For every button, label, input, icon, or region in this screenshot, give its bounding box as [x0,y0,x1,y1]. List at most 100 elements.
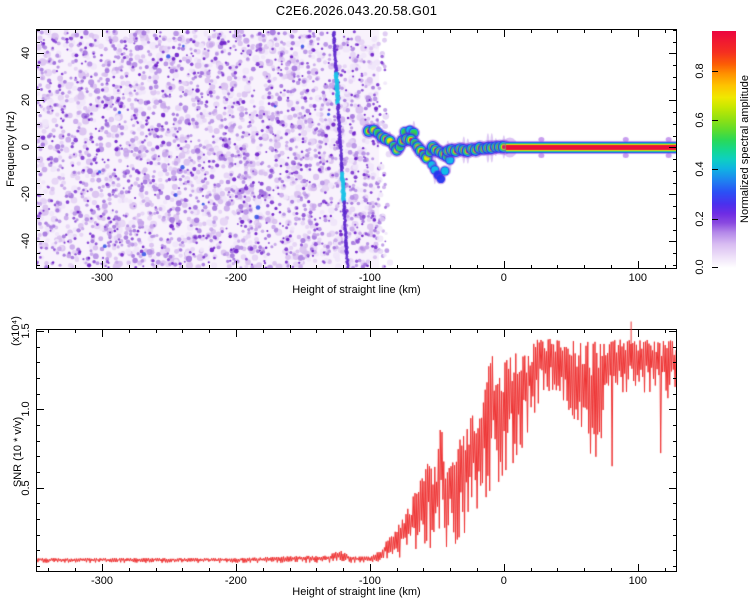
axis-tick [37,194,44,195]
x-tick-label: 100 [628,575,647,587]
axis-tick [343,265,344,268]
axis-tick [37,566,40,567]
axis-tick [102,330,103,337]
axis-tick [209,265,210,268]
axis-tick [669,100,676,101]
colorbar-tick [712,169,718,170]
axis-tick [669,53,676,54]
x-tick-label: 0 [500,575,507,587]
axis-tick [504,261,505,268]
axis-tick [423,568,424,571]
axis-tick [531,568,532,571]
axis-tick [37,519,40,520]
axis-tick [673,566,676,567]
axis-tick [673,42,676,43]
axis-tick [37,65,40,66]
x-tick-label: -300 [90,575,113,587]
axis-tick [37,425,40,426]
axis-tick [37,378,40,379]
axis-tick [477,330,478,333]
axis-tick [343,330,344,333]
x-tick-label: -100 [358,272,381,284]
axis-tick [37,362,40,363]
axis-tick [504,330,505,337]
axis-tick [665,265,666,268]
axis-tick [669,241,676,242]
axis-tick [37,147,44,148]
x-tick-label: -200 [224,272,247,284]
axis-tick [673,30,676,31]
axis-tick [263,265,264,268]
axis-tick [236,330,237,337]
axis-tick [37,183,40,184]
axis-tick [75,265,76,268]
axis-tick [673,519,676,520]
axis-tick [673,394,676,395]
axis-tick [48,330,49,333]
axis-tick [37,503,40,504]
axis-tick [673,112,676,113]
axis-tick [673,535,676,536]
axis-tick [316,568,317,571]
axis-tick [48,265,49,268]
axis-tick [182,330,183,333]
axis-tick [129,568,130,571]
axis-tick [37,30,40,31]
axis-tick [263,568,264,571]
axis-tick [370,564,371,571]
axis-tick [343,568,344,571]
axis-tick [673,218,676,219]
axis-tick [665,330,666,333]
spectrogram-plot [36,29,677,269]
axis-tick [37,394,40,395]
y-tick-label: 1.5 [20,323,32,339]
axis-tick [263,30,264,33]
axis-tick [290,265,291,268]
axis-tick [397,568,398,571]
colorbar-tick-label: 0.6 [694,112,706,128]
axis-tick [37,472,40,473]
axis-tick [450,30,451,33]
colorbar-tick [712,120,718,121]
axis-tick [584,568,585,571]
axis-tick [75,568,76,571]
axis-tick [673,159,676,160]
axis-tick [37,112,40,113]
axis-tick [156,330,157,333]
axis-tick [531,265,532,268]
snr-plot [36,320,677,572]
axis-tick [673,472,676,473]
axis-tick [557,30,558,33]
axis-tick [236,30,237,37]
axis-tick [129,30,130,33]
x-tick-label: -100 [358,575,381,587]
axis-tick [37,42,40,43]
colorbar-title: Normalized spectral amplitude [739,75,750,223]
axis-tick [477,568,478,571]
axis-tick [584,265,585,268]
axis-tick [673,441,676,442]
axis-tick [669,147,676,148]
axis-tick [669,488,676,489]
axis-tick [397,265,398,268]
axis-tick [673,183,676,184]
axis-tick [611,30,612,33]
x-tick-label: 0 [500,272,507,284]
colorbar-tick-label: 0.0 [694,259,706,275]
axis-tick [75,30,76,33]
axis-tick [37,409,44,410]
axis-tick [673,253,676,254]
spectrogram-xaxis-title: Height of straight line (km) [292,284,421,296]
axis-tick [37,265,40,266]
axis-tick [665,568,666,571]
axis-tick [673,136,676,137]
axis-tick [37,488,44,489]
axis-tick [673,230,676,231]
axis-tick [156,568,157,571]
axis-tick [37,218,40,219]
colorbar [712,31,736,268]
y-tick-label: 0 [20,144,32,151]
axis-tick [182,568,183,571]
axis-tick [102,261,103,268]
